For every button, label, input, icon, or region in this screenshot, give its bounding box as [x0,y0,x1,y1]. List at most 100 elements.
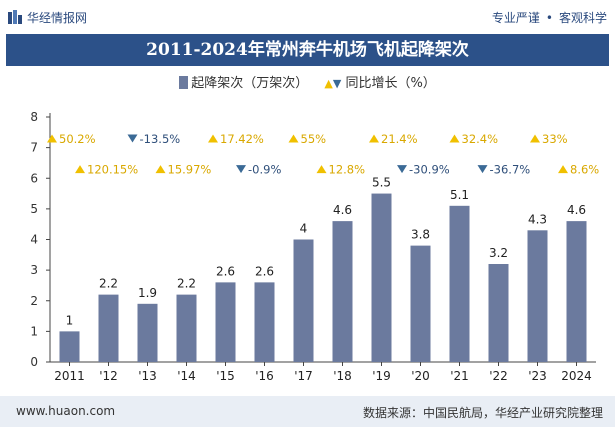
bar [371,193,392,362]
y-tick-label: 7 [30,141,38,155]
legend-item-growth: ▲▼ 同比增长（%） [324,72,435,91]
brand-name: 华经情报网 [27,11,88,25]
bar [410,245,431,362]
data-label: 2.6 [216,264,235,278]
x-tick-label: '22 [489,369,508,383]
growth-up-icon [369,134,379,143]
growth-label: 12.8% [329,163,366,177]
data-label: 1 [66,313,74,327]
triangle-down-icon: ▼ [332,77,342,90]
data-label: 1.9 [138,286,157,300]
growth-down-icon [236,165,246,174]
growth-label: 21.4% [381,132,418,146]
x-tick-label: 2011 [54,369,85,383]
data-label: 2.2 [177,277,196,291]
growth-label: 8.6% [570,163,599,177]
data-label: 5.5 [372,176,391,190]
growth-down-icon [397,165,407,174]
data-label: 3.2 [489,246,508,260]
data-label: 4.6 [567,203,586,217]
growth-label: -13.5% [140,132,181,146]
x-tick-label: '19 [372,369,391,383]
bar [488,264,509,362]
growth-label: 33% [542,132,568,146]
data-label: 2.2 [99,277,118,291]
x-tick-label: 2024 [561,369,592,383]
growth-label: -36.7% [490,163,531,177]
bar [98,294,119,362]
brand-mark-icon [8,10,22,24]
data-label: 4.6 [333,203,352,217]
footer: www.huaon.com 数据来源：中国民航局，华经产业研究院整理 [0,396,615,427]
x-tick-label: '13 [138,369,157,383]
growth-label: 55% [301,132,327,146]
bar [527,230,548,362]
brand-logo[interactable]: 华经情报网 [8,9,87,26]
y-tick-label: 3 [30,263,38,277]
chart-title: 2011-2024年常州奔牛机场飞机起降架次 [6,34,609,66]
x-tick-label: '18 [333,369,352,383]
y-tick-label: 1 [30,324,38,338]
bar [566,221,587,362]
bar [137,303,158,362]
footer-source: 数据来源：中国民航局，华经产业研究院整理 [362,406,603,420]
growth-up-icon [47,134,57,143]
growth-down-icon [477,165,488,174]
bar [449,205,470,362]
growth-label: 50.2% [59,132,96,146]
bar [215,282,236,362]
data-label: 4.3 [528,212,547,226]
growth-label: 17.42% [220,132,264,146]
growth-label: -0.9% [248,163,281,177]
legend-item-bars: 起降架次（万架次） [179,72,308,91]
y-tick-label: 0 [30,355,38,369]
growth-up-icon [208,134,218,143]
bullet-icon: • [545,11,553,25]
bar-swatch-icon [179,76,189,89]
x-tick-label: '15 [216,369,235,383]
x-tick-label: '14 [177,369,196,383]
bar [332,221,353,362]
slogan: 专业严谨 • 客观科学 [492,9,607,26]
x-tick-label: '23 [528,369,547,383]
bar [176,294,197,362]
growth-up-icon [75,165,85,174]
data-label: 3.8 [411,228,430,242]
data-label: 5.1 [450,188,469,202]
x-tick-label: '20 [411,369,430,383]
data-label: 2.6 [255,264,274,278]
legend: 起降架次（万架次） ▲▼ 同比增长（%） [0,72,615,92]
bar [293,239,314,362]
x-tick-label: '16 [255,369,274,383]
y-tick-label: 4 [30,233,38,247]
growth-label: 15.97% [168,163,212,177]
x-tick-label: '12 [99,369,118,383]
growth-label: -30.9% [409,163,450,177]
slogan-right: 客观科学 [558,11,607,25]
y-tick-label: 6 [30,171,38,185]
chart-area: 0 1 2 3 4 5 6 7 8 1 2011 2.2 '12 1.9 '13 2.2 '14 2.6 '15 2.… [30,110,599,383]
y-tick-label: 8 [30,110,38,124]
growth-up-icon [449,134,460,143]
x-tick-label: '21 [450,369,469,383]
growth-up-icon [558,165,568,174]
growth-up-icon [155,165,166,174]
top-bar: 华经情报网 专业严谨 • 客观科学 [0,0,615,34]
triangle-up-icon: ▲ [324,77,333,90]
y-tick-label: 5 [30,202,38,216]
bar [254,282,275,362]
x-tick-label: '17 [294,369,313,383]
growth-label: 32.4% [462,132,499,146]
footer-url[interactable]: www.huaon.com [16,404,116,418]
legend-bar-label: 起降架次（万架次） [191,76,309,91]
growth-up-icon [316,165,327,174]
legend-growth-label: 同比增长（%） [345,76,436,91]
growth-label: 120.15% [87,163,138,177]
bar [59,331,80,362]
slogan-left: 专业严谨 [491,11,540,25]
growth-up-icon [288,134,299,143]
growth-down-icon [127,134,138,143]
data-label: 4 [300,222,308,236]
growth-up-icon [530,134,540,143]
y-tick-label: 2 [30,294,38,308]
